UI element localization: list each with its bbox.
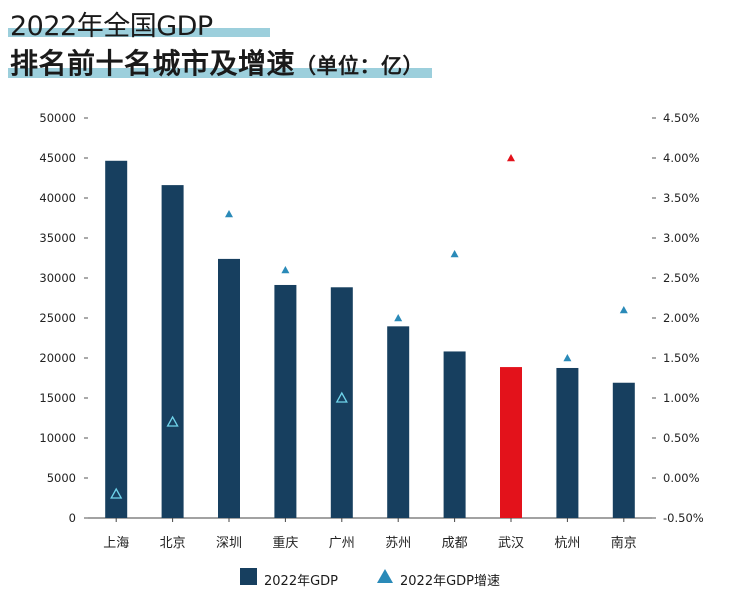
- chart-subtitle-text: 排名前十名城市及增速: [10, 47, 296, 80]
- growth-marker: [450, 250, 459, 258]
- growth-marker: [225, 210, 233, 218]
- y-left-tick-label: 45000: [39, 151, 76, 165]
- x-tick-label: 杭州: [554, 536, 580, 551]
- bar: [500, 367, 522, 518]
- x-tick-label: 重庆: [272, 535, 298, 551]
- y-left-tick-label: 0: [69, 511, 76, 525]
- growth-marker: [394, 314, 403, 322]
- bar: [218, 258, 240, 518]
- y-right-tick-label: 1.50%: [663, 351, 700, 365]
- y-right-tick-label: 3.50%: [663, 191, 700, 205]
- bar: [105, 160, 128, 518]
- y-left-tick-label: 5000: [47, 471, 76, 485]
- x-tick-label: 上海: [103, 536, 129, 551]
- x-tick-label: 深圳: [216, 536, 242, 551]
- growth-marker: [507, 154, 515, 162]
- chart-legend: 2022年GDP 2022年GDP增速: [228, 566, 548, 590]
- y-left-tick-label: 50000: [39, 111, 76, 125]
- growth-marker: [335, 391, 348, 403]
- bar: [274, 284, 297, 518]
- x-tick-label: 成都: [442, 536, 468, 551]
- y-right-tick-label: -0.50%: [663, 511, 704, 525]
- growth-marker: [281, 266, 290, 274]
- y-left-tick-label: 10000: [39, 431, 76, 445]
- y-right-tick-label: 2.50%: [663, 271, 700, 285]
- x-tick-label: 北京: [160, 536, 186, 551]
- bar: [556, 367, 579, 518]
- chart-subtitle: 排名前十名城市及增速（单位：亿）: [10, 42, 424, 82]
- chart-title: 2022年全国GDP: [10, 11, 213, 42]
- y-right-tick-label: 0.50%: [663, 431, 700, 445]
- y-right-tick-label: 0.00%: [663, 471, 700, 485]
- bar: [161, 185, 184, 518]
- title-highlight-2: [8, 68, 432, 78]
- y-right-tick-label: 1.00%: [663, 391, 700, 405]
- y-left-tick-label: 20000: [39, 351, 76, 365]
- y-left-tick-label: 30000: [39, 271, 76, 285]
- x-tick-label: 南京: [611, 535, 637, 551]
- growth-marker: [619, 306, 628, 314]
- y-right-tick-label: 4.50%: [663, 111, 700, 125]
- x-tick-label: 苏州: [385, 535, 411, 551]
- x-tick-label: 武汉: [498, 536, 524, 551]
- y-right-tick-label: 4.00%: [663, 151, 700, 165]
- y-left-tick-label: 40000: [39, 191, 76, 205]
- bar: [387, 326, 410, 518]
- bar: [443, 351, 466, 518]
- y-left-tick-label: 25000: [39, 311, 76, 325]
- y-left-tick-label: 15000: [39, 391, 76, 405]
- growth-marker: [563, 354, 572, 362]
- bar: [612, 382, 635, 518]
- y-left-tick-label: 35000: [39, 231, 76, 245]
- growth-marker: [166, 415, 179, 427]
- chart-title-block: 2022年全国GDP 排名前十名城市及增速（单位：亿）: [0, 0, 744, 90]
- legend-triangle-icon: [377, 569, 393, 583]
- legend-triangle-label: 2022年GDP增速: [400, 574, 501, 589]
- chart-unit-label: （单位：亿）: [295, 54, 425, 78]
- legend-bar-swatch: [240, 568, 257, 585]
- growth-marker: [110, 487, 123, 499]
- x-tick-label: 广州: [329, 536, 355, 551]
- y-right-tick-label: 3.00%: [663, 231, 700, 245]
- legend-bar-label: 2022年GDP: [264, 574, 339, 589]
- title-highlight-1: [8, 28, 270, 37]
- y-right-tick-label: 2.00%: [663, 311, 700, 325]
